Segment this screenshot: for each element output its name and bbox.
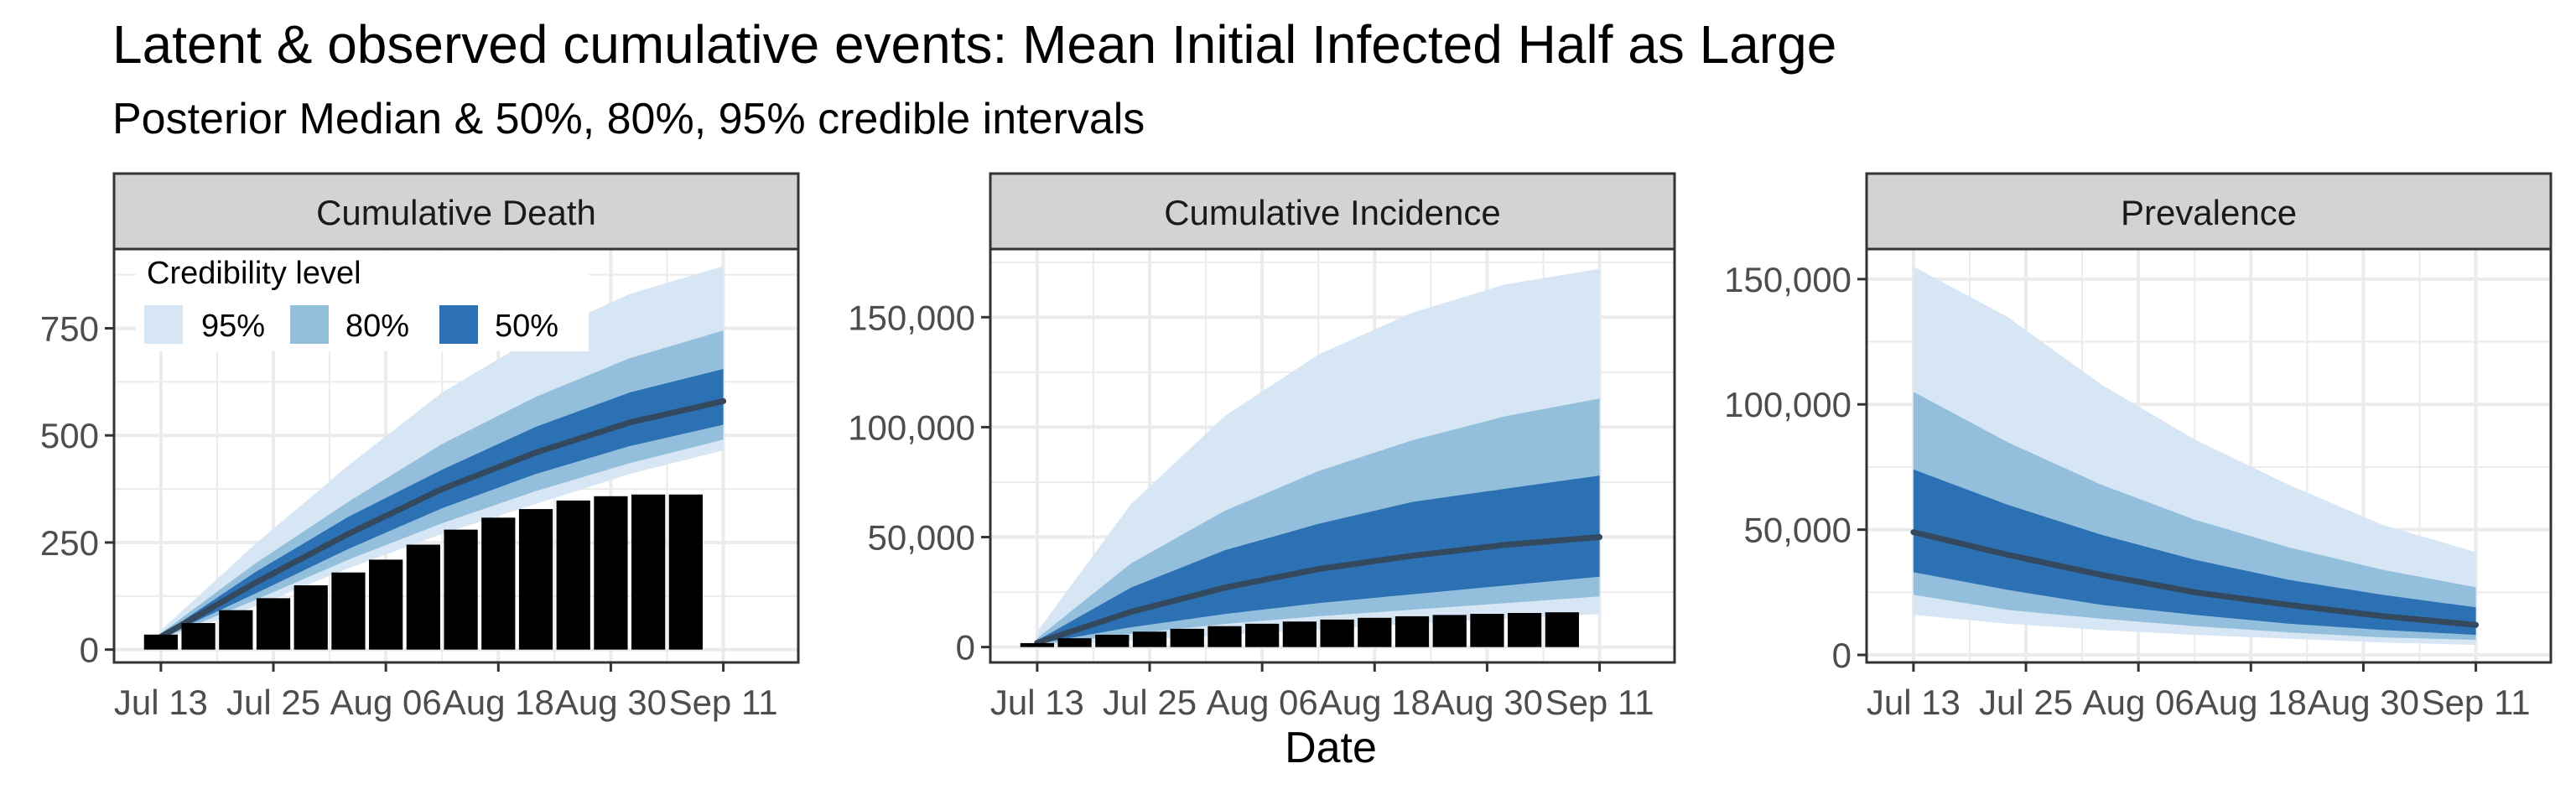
panel-border [112,247,800,664]
x-tick-label: Jul 13 [1867,683,1961,722]
x-tick-label: Sep 11 [669,683,778,722]
observed-bar [219,610,253,650]
observed-bar [1020,642,1055,647]
x-tick-label: Aug 18 [1319,683,1431,722]
observed-bar [518,509,553,650]
chart-subtitle: Posterior Median & 50%, 80%, 95% credibl… [112,95,1145,143]
facet-strip-label: Cumulative Death [316,193,596,232]
legend-background [136,251,589,351]
observed-bar [1432,615,1467,647]
observed-bar [1282,621,1317,647]
legend-label: 95% [201,309,265,344]
panel-border [989,247,1676,664]
y-tick-label: 100,000 [848,408,975,447]
x-tick-label: Aug 30 [1431,683,1543,722]
facet-strip-label: Prevalence [2121,193,2297,232]
legend-key [290,305,329,344]
observed-bar [181,622,216,650]
legend-key [144,305,183,344]
observed-bar [444,529,478,650]
observed-bar [1470,614,1504,647]
x-tick-label: Jul 25 [226,683,320,722]
x-axis-label: Date [1285,724,1377,772]
y-tick-label: 150,000 [1724,260,1852,299]
median-line [1910,529,2480,628]
facet-strip [1865,172,2553,251]
x-tick-label: Jul 25 [1103,683,1197,722]
legend-key [439,305,478,344]
panel-3: Prevalence 0 50,000 100,000 150,000 Jul 13 Jul… [1724,172,2553,722]
observed-bar [1320,619,1354,647]
ribbon-50 [1913,469,2476,636]
panel-border [1865,247,2553,664]
x-tick-label: Aug 18 [443,683,554,722]
x-tick-label: Sep 11 [2422,683,2531,722]
observed-bar [1095,634,1130,647]
y-tick-label: 50,000 [868,518,975,558]
observed-bar [1358,617,1392,647]
observed-bar [406,544,440,650]
observed-bar [293,585,328,650]
observed-bar [1508,612,1542,647]
x-tick-label: Sep 11 [1545,683,1654,722]
facet-strip-label: Cumulative Incidence [1164,193,1501,232]
chart-title: Latent & observed cumulative events: Mea… [112,14,1837,75]
median-line [158,397,727,640]
observed-bar [331,572,366,650]
observed-bar [1057,638,1092,647]
legend-label: 80% [345,309,409,344]
observed-bar [556,500,590,650]
x-tick-label: Aug 06 [2083,683,2194,722]
x-tick-label: Aug 18 [2195,683,2307,722]
y-tick-label: 150,000 [848,298,975,337]
legend: Credibility level 95% 80% 50% [136,251,589,351]
observed-bar [481,517,516,650]
observed-bar [1170,628,1204,647]
median-line [1034,534,1603,646]
y-tick-label: 500 [40,416,99,455]
x-tick-label: Jul 13 [990,683,1084,722]
observed-bar [143,634,179,650]
x-tick-label: Aug 30 [2308,683,2419,722]
y-tick-label: 0 [1832,636,1852,675]
x-tick-label: Jul 13 [114,683,208,722]
observed-bar [1545,612,1579,647]
observed-bar [256,598,291,650]
observed-bar [1394,615,1430,647]
x-tick-label: Aug 06 [330,683,442,722]
x-tick-label: Aug 06 [1207,683,1318,722]
y-tick-label: 0 [80,631,99,670]
legend-title: Credibility level [147,256,361,291]
legend-label: 50% [495,309,558,344]
y-tick-label: 100,000 [1724,385,1852,424]
y-tick-label: 50,000 [1744,511,1852,550]
y-tick-label: 250 [40,523,99,563]
observed-bar [668,494,703,650]
observed-bar [1208,626,1242,647]
y-tick-label: 750 [40,309,99,349]
panel-1: Cumulative Death 0 250 500 750 Jul 13 Jul 25 Au… [40,172,800,722]
observed-bar [1245,623,1280,647]
observed-bar [631,494,666,650]
x-tick-label: Aug 30 [555,683,667,722]
observed-bar [594,496,628,650]
facet-strip [989,172,1676,251]
y-tick-label: 0 [956,628,975,667]
observed-bar [369,559,403,650]
observed-bar [1132,631,1167,647]
x-tick-label: Jul 25 [1979,683,2073,722]
panel-2: Cumulative Incidence 0 50,000 100,000 150,00… [848,172,1676,722]
